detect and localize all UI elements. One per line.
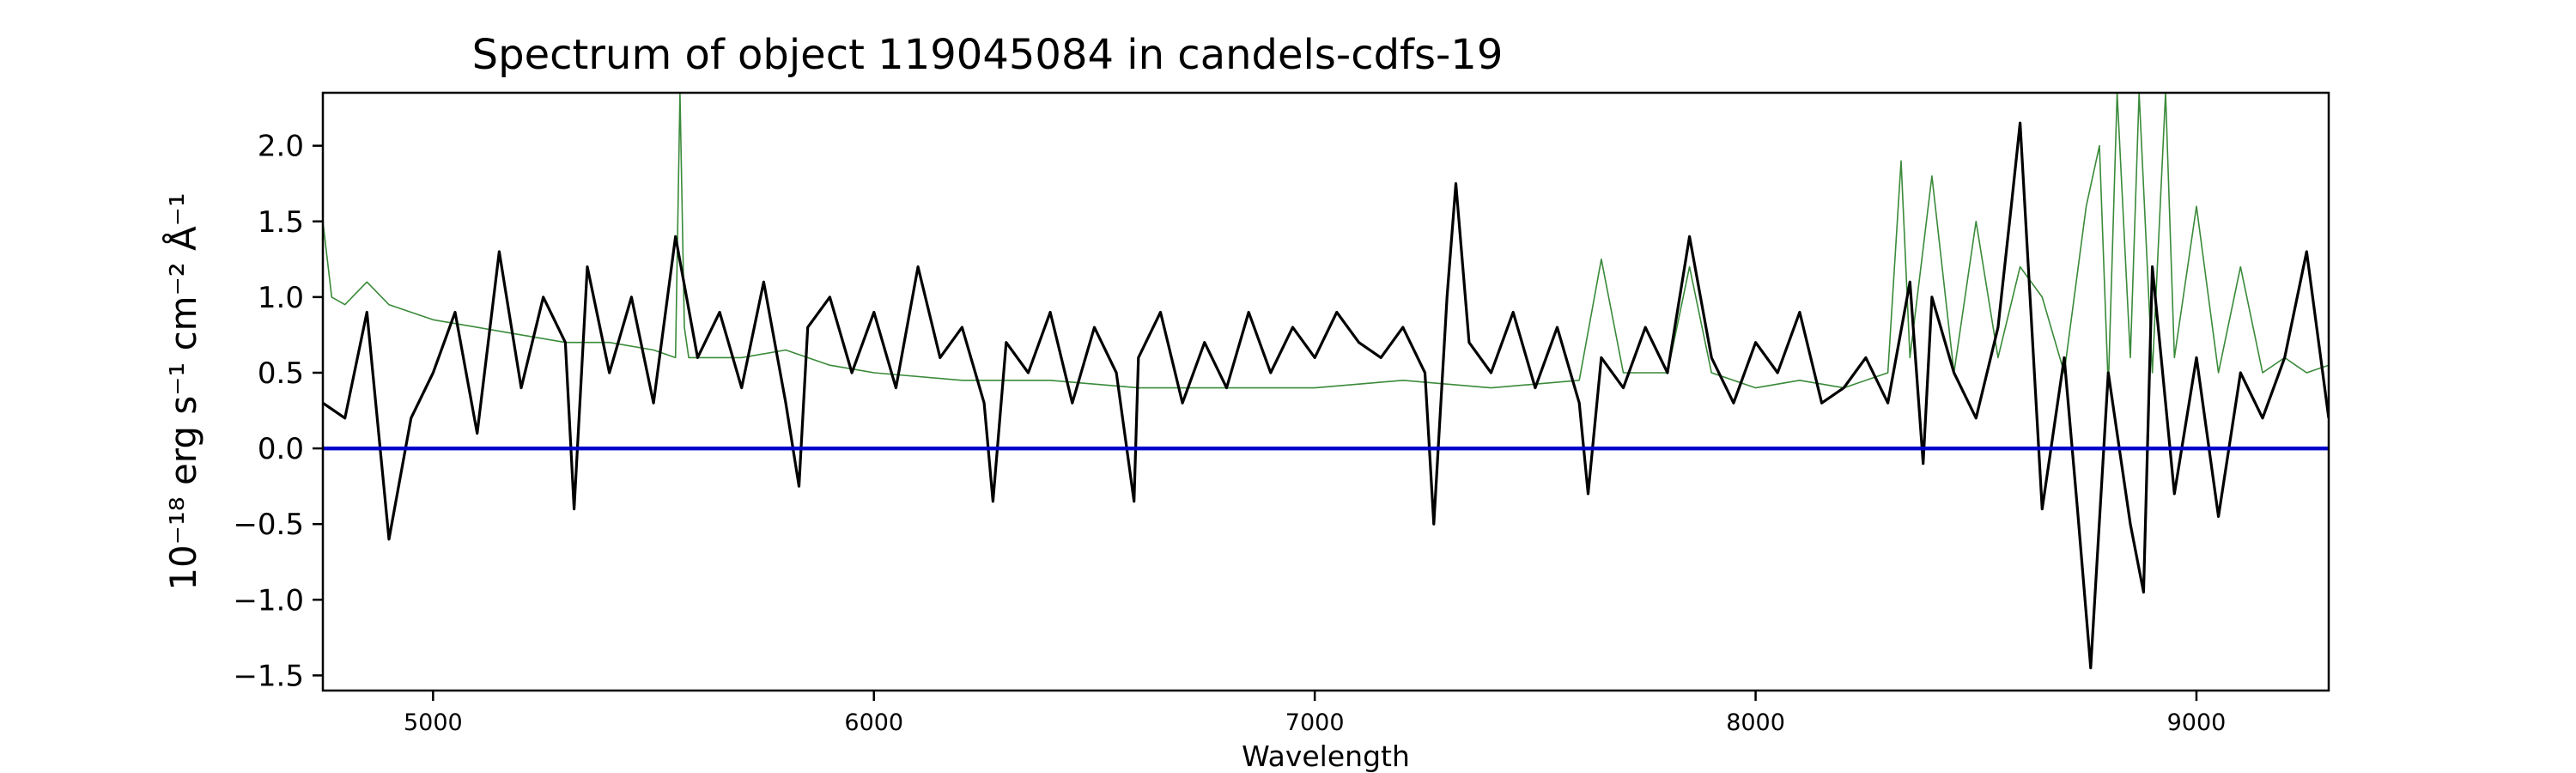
y-tick-label: 1.0 [258, 281, 304, 315]
plot-area [321, 91, 2330, 692]
x-axis-label: Wavelength [1242, 740, 1410, 773]
y-axis: −1.5 −1.0 −0.5 0.0 0.5 1.0 1.5 2.0 [233, 130, 323, 693]
chart-title: Spectrum of object 119045084 in candels-… [472, 31, 1504, 79]
x-tick-label: 6000 [844, 709, 903, 736]
x-tick-label: 5000 [404, 709, 463, 736]
y-tick-label: 0.5 [258, 356, 304, 391]
y-tick-label: 1.5 [258, 205, 304, 240]
plot-frame [321, 91, 2330, 692]
y-tick-label: −0.5 [233, 508, 304, 542]
x-tick-label: 9000 [2167, 709, 2227, 736]
x-tick-label: 8000 [1726, 709, 1785, 736]
y-tick-label: −1.5 [233, 659, 304, 693]
series-layer [323, 93, 2329, 670]
y-tick-label: −1.0 [233, 583, 304, 618]
y-axis-label: 10⁻¹⁸ erg s⁻¹ cm⁻² Å⁻¹ [161, 192, 204, 590]
y-tick-label: 2.0 [258, 130, 304, 164]
x-tick-label: 7000 [1285, 709, 1345, 736]
series-line-flux [323, 121, 2329, 670]
x-axis: 5000 6000 7000 8000 9000 [404, 691, 2226, 736]
y-tick-label: 0.0 [258, 432, 304, 466]
